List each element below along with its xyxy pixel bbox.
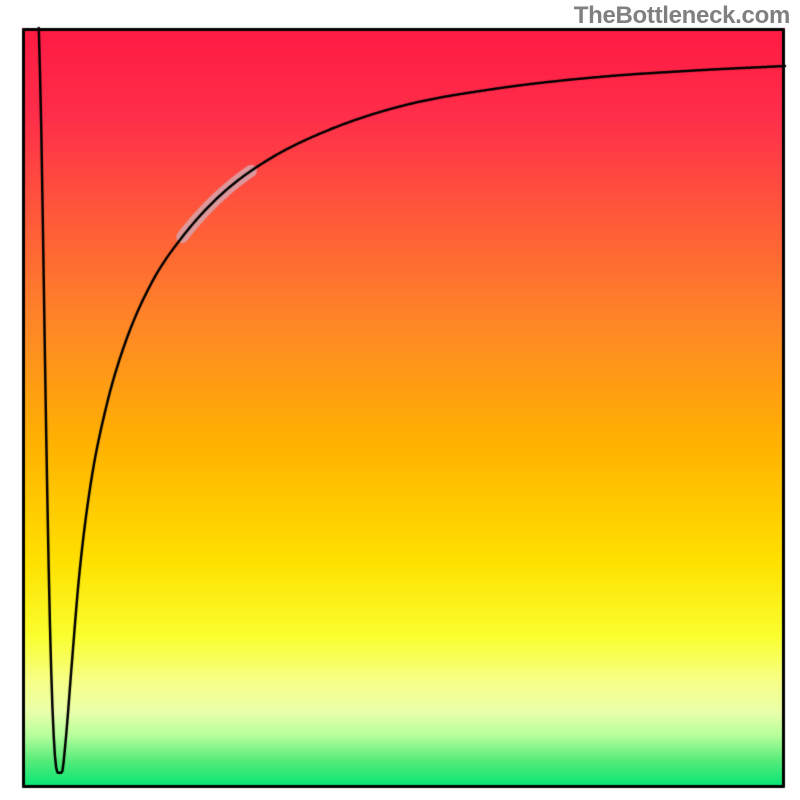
chart-container: TheBottleneck.com xyxy=(0,0,800,800)
bottleneck-chart-canvas xyxy=(0,0,800,800)
watermark-text: TheBottleneck.com xyxy=(574,2,790,30)
